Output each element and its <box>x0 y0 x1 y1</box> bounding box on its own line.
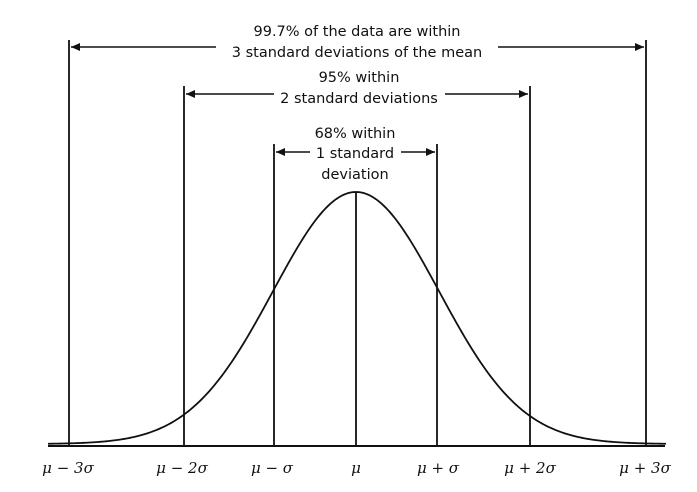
tick-label-plus-2-sigma: μ + 2σ <box>504 459 556 477</box>
two-sigma-label-line2: 2 standard deviations <box>280 91 438 107</box>
tick-label-minus-1-sigma: μ − σ <box>251 459 294 477</box>
tick-label-plus-3-sigma: μ + 3σ <box>619 459 671 477</box>
three-sigma-label-line1: 99.7% of the data are within <box>254 24 461 40</box>
one-sigma-label-line3: deviation <box>321 167 388 183</box>
three-sigma-label-line2: 3 standard deviations of the mean <box>232 45 482 61</box>
bell-curve <box>47 191 667 445</box>
tick-label-minus-2-sigma: μ − 2σ <box>156 459 208 477</box>
tick-label-minus-3-sigma: μ − 3σ <box>42 459 94 477</box>
two-sigma-label-line1: 95% within <box>319 70 400 86</box>
tick-label-mean: μ <box>351 459 361 477</box>
one-sigma-label-line1: 68% within <box>315 126 396 142</box>
tick-label-plus-1-sigma: μ + σ <box>417 459 460 477</box>
one-sigma-label-line2: 1 standard <box>316 146 394 162</box>
